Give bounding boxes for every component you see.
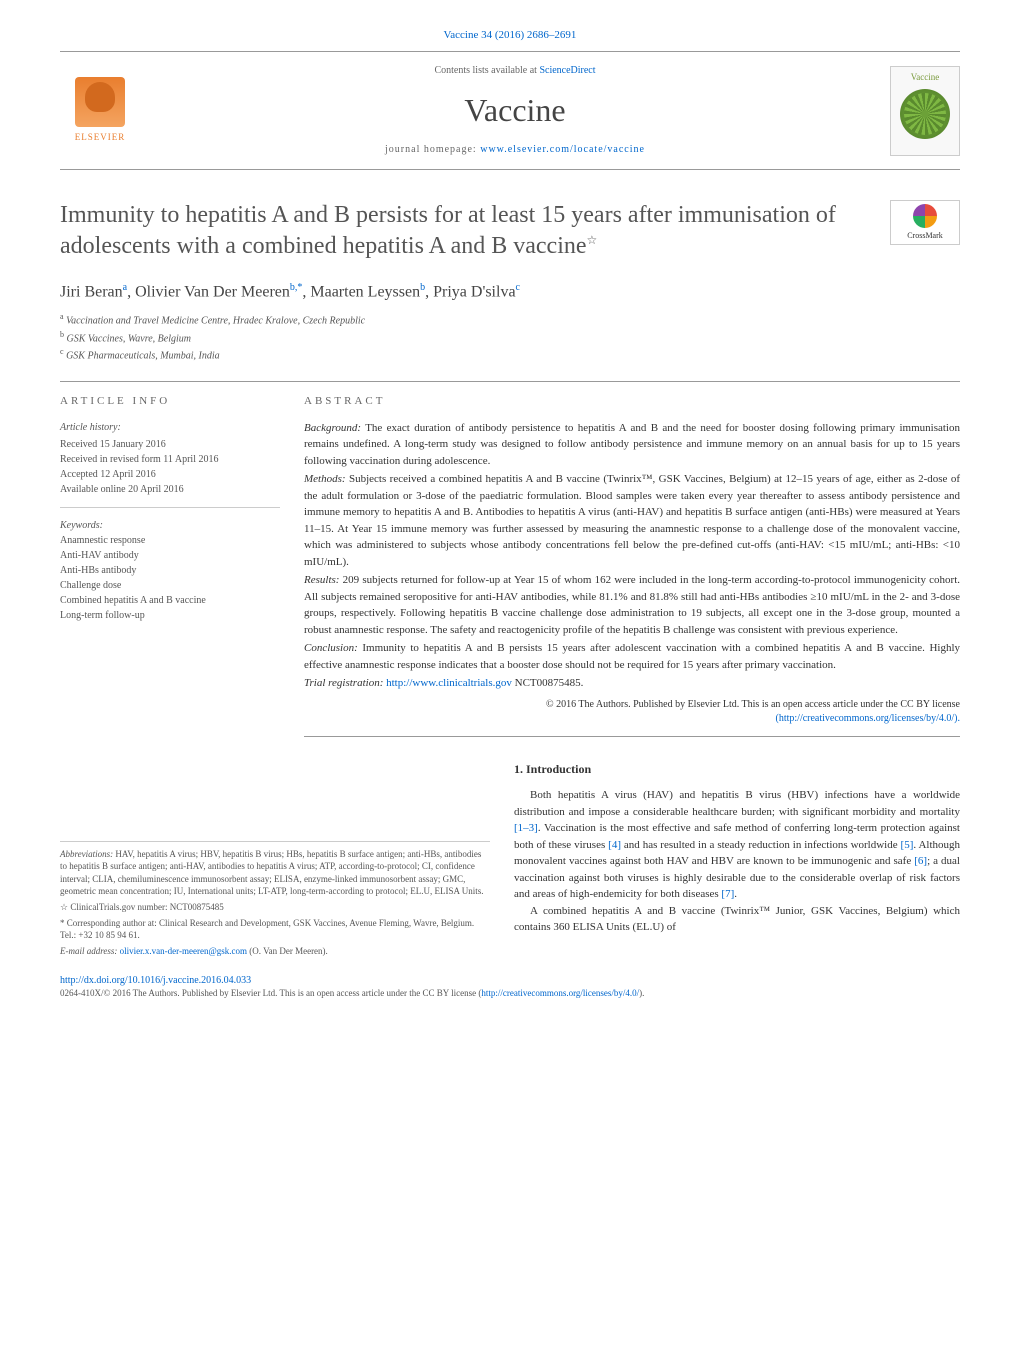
ref-7[interactable]: [7] <box>721 888 734 900</box>
crossmark-icon <box>913 204 937 228</box>
ref-4[interactable]: [4] <box>608 839 621 851</box>
intro-p1-c: and has resulted in a steady reduction i… <box>621 839 901 851</box>
corr-author-footnote: * Corresponding author at: Clinical Rese… <box>60 917 490 942</box>
footer-cc-link[interactable]: http://creativecommons.org/licenses/by/4… <box>481 988 639 998</box>
homepage-link[interactable]: www.elsevier.com/locate/vaccine <box>480 144 645 155</box>
article-title-text: Immunity to hepatitis A and B persists f… <box>60 202 836 259</box>
section-divider <box>60 381 960 382</box>
intro-p1-f: . <box>734 888 737 900</box>
article-title: Immunity to hepatitis A and B persists f… <box>60 200 960 262</box>
email-link[interactable]: olivier.x.van-der-meeren@gsk.com <box>120 946 247 956</box>
contents-line: Contents lists available at ScienceDirec… <box>140 64 890 78</box>
header-citation: Vaccine 34 (2016) 2686–2691 <box>60 20 960 52</box>
cover-label: Vaccine <box>911 71 939 84</box>
masthead: ELSEVIER Contents lists available at Sci… <box>60 52 960 170</box>
journal-title: Vaccine <box>140 88 890 133</box>
methods-label: Methods: <box>304 473 346 485</box>
results-text: 209 subjects returned for follow-up at Y… <box>304 574 960 636</box>
article-history-block: Article history: Received 15 January 201… <box>60 420 280 508</box>
intro-section: Abbreviations: HAV, hepatitis A virus; H… <box>60 761 960 961</box>
affiliations: a Vaccination and Travel Medicine Centre… <box>60 311 960 363</box>
authors: Jiri Berana, Olivier Van Der Meerenb,*, … <box>60 281 960 304</box>
intro-p1-a: Both hepatitis A virus (HAV) and hepatit… <box>514 789 960 818</box>
trial-label: Trial registration: <box>304 677 383 689</box>
homepage-line: journal homepage: www.elsevier.com/locat… <box>140 143 890 157</box>
abstract-heading: ABSTRACT <box>304 394 960 409</box>
methods-text: Subjects received a combined hepatitis A… <box>304 473 960 568</box>
results-label: Results: <box>304 574 339 586</box>
introduction-text: Both hepatitis A virus (HAV) and hepatit… <box>514 787 960 936</box>
history-label: Article history: <box>60 420 280 435</box>
intro-p2: A combined hepatitis A and B vaccine (Tw… <box>514 903 960 936</box>
introduction-column: 1. Introduction Both hepatitis A virus (… <box>514 761 960 961</box>
background-label: Background: <box>304 422 361 434</box>
copyright-text: © 2016 The Authors. Published by Elsevie… <box>546 699 960 710</box>
conclusion-label: Conclusion: <box>304 642 358 654</box>
ref-5[interactable]: [5] <box>901 839 914 851</box>
cover-image-icon <box>900 89 950 139</box>
article-title-section: CrossMark Immunity to hepatitis A and B … <box>60 200 960 363</box>
trial-link[interactable]: http://www.clinicaltrials.gov <box>386 677 512 689</box>
introduction-heading: 1. Introduction <box>514 761 960 778</box>
abstract-body: Background: The exact duration of antibo… <box>304 420 960 737</box>
license-line: 0264-410X/© 2016 The Authors. Published … <box>60 988 960 1000</box>
trial-id: NCT00875485. <box>512 677 584 689</box>
elsevier-logo: ELSEVIER <box>60 71 140 151</box>
cc-license-link[interactable]: (http://creativecommons.org/licenses/by/… <box>776 713 961 724</box>
license-suffix: ). <box>639 988 644 998</box>
title-footnote-star: ☆ <box>587 233 598 247</box>
trial-footnote: ☆ ClinicalTrials.gov number: NCT00875485 <box>60 901 490 914</box>
footnotes: Abbreviations: HAV, hepatitis A virus; H… <box>60 841 490 958</box>
sciencedirect-link[interactable]: ScienceDirect <box>539 65 595 76</box>
contents-prefix: Contents lists available at <box>434 65 539 76</box>
keywords-block: Keywords: Anamnestic responseAnti-HAV an… <box>60 518 280 623</box>
article-info-column: ARTICLE INFO Article history: Received 1… <box>60 394 280 736</box>
crossmark-label: CrossMark <box>907 230 943 241</box>
abbrev-label: Abbreviations: <box>60 849 113 859</box>
doi-link[interactable]: http://dx.doi.org/10.1016/j.vaccine.2016… <box>60 975 251 986</box>
email-label: E-mail address: <box>60 946 120 956</box>
crossmark-badge[interactable]: CrossMark <box>890 200 960 245</box>
journal-cover: Vaccine <box>890 66 960 156</box>
publisher-name: ELSEVIER <box>75 131 126 144</box>
article-info-heading: ARTICLE INFO <box>60 394 280 409</box>
license-prefix: 0264-410X/© 2016 The Authors. Published … <box>60 988 481 998</box>
elsevier-tree-icon <box>75 77 125 127</box>
email-suffix: (O. Van Der Meeren). <box>247 946 328 956</box>
abbrev-text: HAV, hepatitis A virus; HBV, hepatitis B… <box>60 849 484 897</box>
footnotes-column: Abbreviations: HAV, hepatitis A virus; H… <box>60 761 490 961</box>
keywords-list: Anamnestic responseAnti-HAV antibodyAnti… <box>60 533 280 623</box>
copyright-line: © 2016 The Authors. Published by Elsevie… <box>304 698 960 726</box>
homepage-prefix: journal homepage: <box>385 144 480 155</box>
doi-line: http://dx.doi.org/10.1016/j.vaccine.2016… <box>60 974 960 988</box>
background-text: The exact duration of antibody persisten… <box>304 422 960 467</box>
masthead-center: Contents lists available at ScienceDirec… <box>140 64 890 157</box>
history-list: Received 15 January 2016Received in revi… <box>60 437 280 497</box>
keywords-label: Keywords: <box>60 518 280 533</box>
ref-1-3[interactable]: [1–3] <box>514 822 538 834</box>
abstract-column: ABSTRACT Background: The exact duration … <box>304 394 960 736</box>
conclusion-text: Immunity to hepatitis A and B persists 1… <box>304 642 960 671</box>
ref-6[interactable]: [6] <box>914 855 927 867</box>
info-abstract-row: ARTICLE INFO Article history: Received 1… <box>60 394 960 736</box>
